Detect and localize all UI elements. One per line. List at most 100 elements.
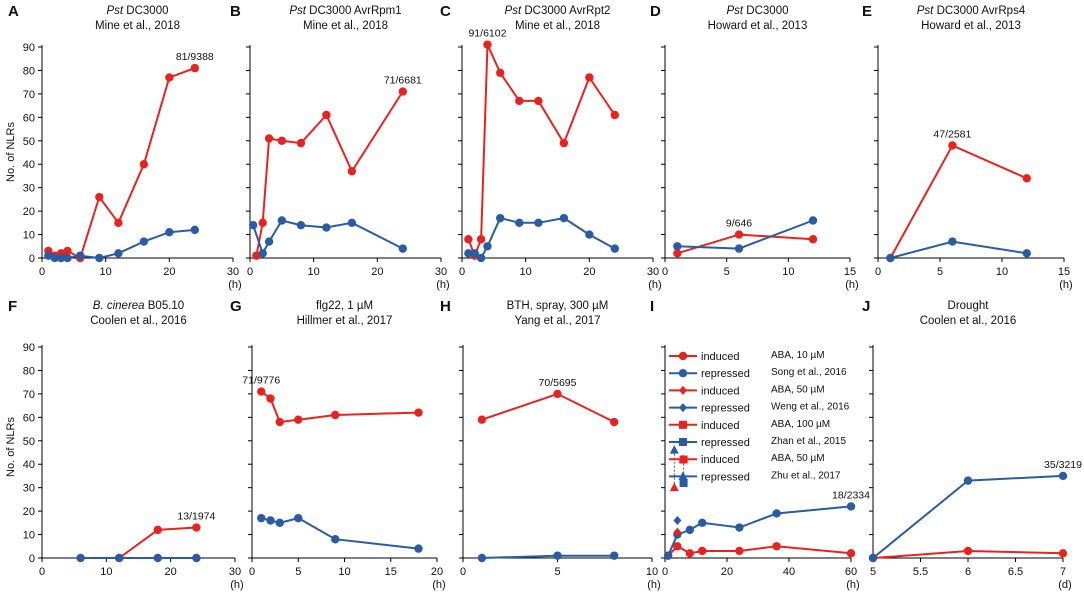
data-point-induced [673,542,682,551]
title-text-part: Mine et al., 2018 [303,20,388,32]
series-line-repressed [890,240,1027,259]
data-point-induced [95,192,104,202]
x-tick-label: 5 [937,266,943,278]
x-tick-label: 5 [554,566,560,578]
x-tick-label: 20 [721,566,733,578]
y-tick-label: 40 [23,159,35,171]
data-point-induced [772,542,781,551]
panel-letter: G [230,298,242,315]
data-point-induced [1058,549,1068,558]
title-text-part: B05.10 [145,300,185,312]
x-tick-label: 30 [229,566,241,578]
panel-title-line: Pst DC3000 AvrRpm1 [289,5,401,17]
x-tick-label: 10 [646,566,658,578]
data-point-repressed [192,553,201,563]
count-annotation: 18/2334 [832,489,870,501]
data-point-repressed [610,551,619,560]
legend-treatment: ABA, 50 µM [771,453,825,464]
data-point-repressed [1058,471,1068,481]
count-annotation: 71/6681 [384,75,422,87]
data-point-induced [153,525,162,535]
data-point-induced [258,218,267,228]
x-tick-label: 0 [39,266,45,278]
data-point-induced [483,40,492,49]
panel-letter: A [8,3,19,20]
data-point-induced [192,523,201,532]
panel-title-line: B. cinerea B05.10 [93,300,184,312]
data-point-induced [673,527,682,537]
x-tick-label: 15 [1058,266,1070,278]
legend-treatment: ABA, 100 µM [771,419,830,430]
data-point-induced [296,138,306,148]
x-axis-unit: (h) [228,279,241,291]
data-point-repressed [398,244,407,253]
series-line-repressed [261,517,419,550]
data-point-repressed [56,253,66,263]
x-axis-unit: (d) [1058,579,1071,591]
panel-f: F B. cinerea B05.10 Coolen et al., 2016 0 10… [8,298,244,591]
legend-label: induced [701,385,740,397]
x-axis-unit: (h) [845,279,858,291]
data-point-induced [266,394,275,403]
x-tick-label: 40 [783,566,795,578]
count-annotation: 9/646 [726,218,752,230]
panel-h: H BTH, spray, 300 µM Yang et al., 2017 0 5 10… [440,298,661,591]
x-tick-label: 15 [385,566,397,578]
data-point-induced [347,167,357,176]
title-text-part: Howard et al., 2013 [921,20,1021,32]
data-point-repressed [464,249,473,258]
x-axis-unit: (h) [846,579,859,591]
x-tick-label: 0 [249,566,255,578]
data-point-induced [257,387,266,396]
y-tick-label: 60 [23,412,35,424]
y-tick-label: 80 [23,65,35,77]
x-tick-label: 5 [724,266,730,278]
data-point-induced [669,482,679,492]
data-point-repressed [114,249,123,258]
panel-title-line: flg22, 1 µM [316,300,373,312]
data-point-repressed [808,216,818,225]
title-text-part: DC3000 AvrRps4 [933,5,1025,17]
title-text-part: DC3000 [123,5,168,17]
x-tick-label: 0 [460,566,466,578]
data-point-induced [63,246,72,256]
count-annotation: 91/6102 [468,28,506,40]
data-point-induced [610,417,619,427]
x-tick-label: 10 [338,566,350,578]
y-tick-label: 50 [23,436,35,448]
title-text-part: Mine et al., 2018 [95,20,180,32]
data-point-induced [264,134,274,143]
data-point-repressed [153,553,162,563]
title-italic-part: Pst [106,5,123,17]
title-italic-part: Pst [726,5,743,17]
x-tick-label: 30 [435,266,447,278]
panel-title-line: BTH, spray, 300 µM [507,300,609,312]
data-point-repressed [1022,249,1031,258]
count-annotation: 35/3219 [1044,459,1082,471]
series-line-induced [481,392,615,423]
y-tick-label: 80 [23,365,35,377]
x-tick-label: 0 [662,566,668,578]
title-italic-part: Pst [917,5,934,17]
title-italic-part: Pst [289,5,306,17]
data-point-repressed [257,513,266,523]
data-point-repressed [63,253,72,263]
data-point-repressed [673,515,682,525]
y-tick-label: 90 [23,342,35,354]
panel-title-line: Howard et al., 2013 [921,20,1021,32]
legend-label: induced [701,454,740,466]
x-axis-unit: (h) [230,579,243,591]
x-axis-unit: (h) [432,579,445,591]
data-point-repressed [322,223,331,232]
panel-b: B Pst DC3000 AvrRpm1 Mine et al., 2018 0 10 2… [230,3,450,291]
series-line-induced [467,44,616,259]
panel-title-line: Drought [948,300,990,312]
y-tick-label: 30 [23,483,35,495]
x-tick-label: 5 [295,566,301,578]
data-point-induced [398,87,407,96]
data-point-repressed [477,553,487,563]
series-line-repressed [872,474,1064,559]
data-point-repressed [734,244,744,253]
